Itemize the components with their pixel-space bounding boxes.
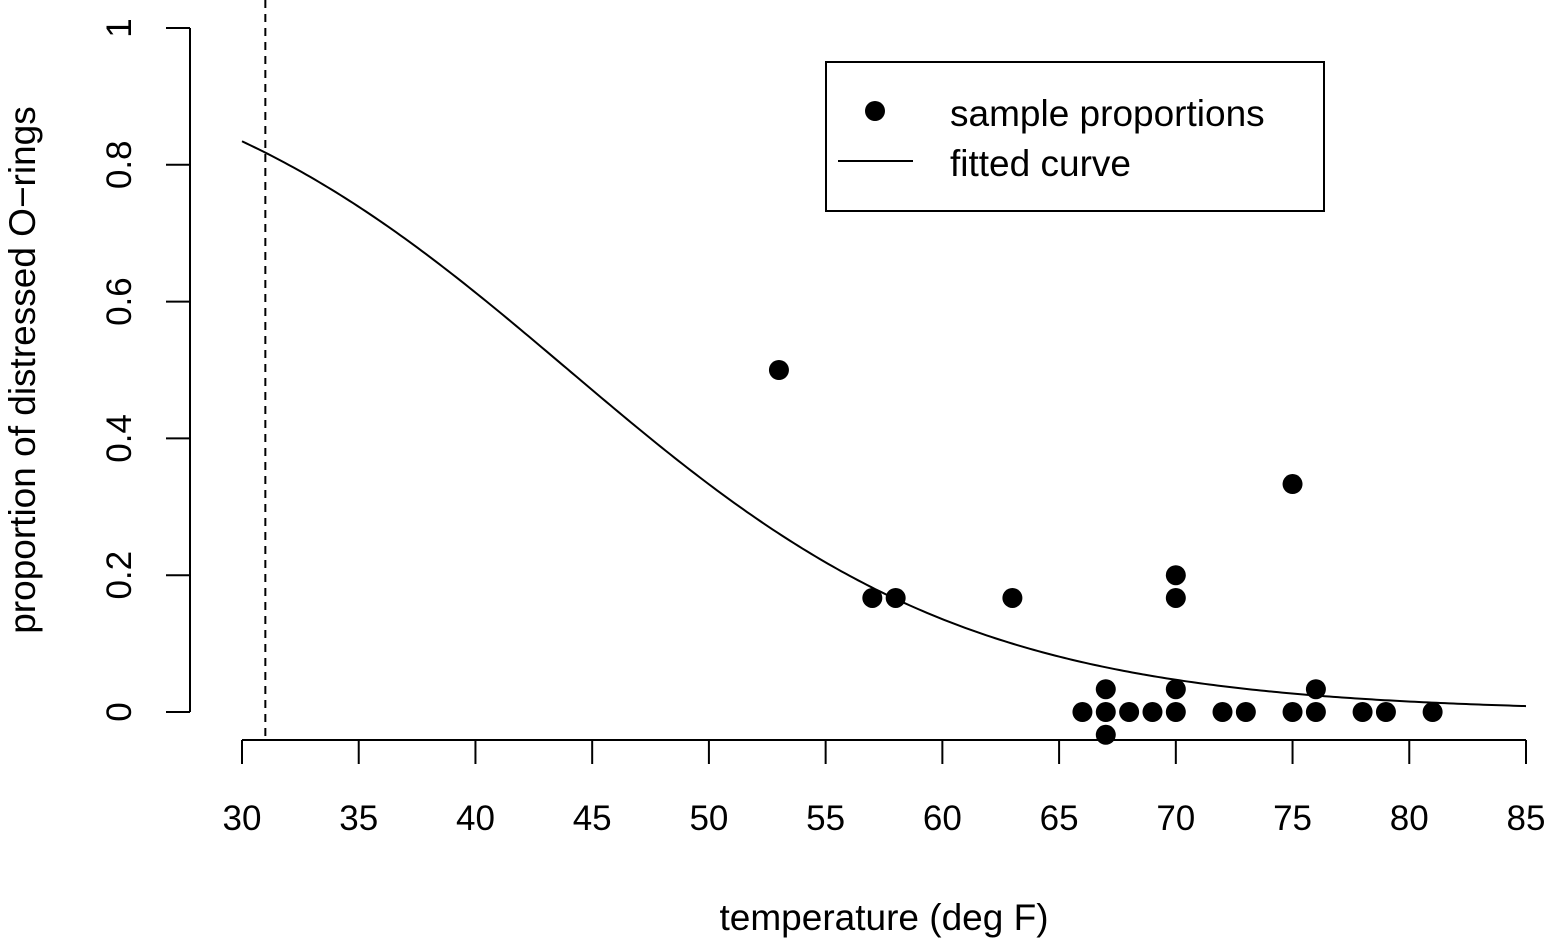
data-point [1119,702,1140,722]
x-tick-label: 60 [923,799,962,838]
x-tick-label: 35 [339,799,378,838]
x-tick-label: 30 [223,799,262,838]
y-axis-title: proportion of distressed O−rings [2,106,43,634]
x-axis: 30 35 40 45 50 55 60 65 70 75 80 85 [223,739,1546,838]
x-tick-label: 75 [1273,799,1312,838]
data-point [1235,702,1256,722]
x-tick-label: 40 [456,799,495,838]
data-point [1165,702,1186,722]
data-point [1305,679,1326,700]
data-point [1072,702,1093,722]
fitted-curve [241,140,1527,708]
data-point [1422,702,1443,722]
data-point [1305,702,1326,722]
data-point [885,587,906,608]
y-tick-label: 0.8 [100,140,139,189]
legend: sample proportions fitted curve [825,61,1325,212]
x-axis-title: temperature (deg F) [719,897,1048,938]
x-tick-label: 80 [1390,799,1429,838]
data-point [1282,474,1303,495]
y-tick-label: 0.6 [100,277,139,326]
data-point [862,587,883,608]
y-tick-label: 1 [100,18,139,37]
data-point [1095,702,1116,722]
data-point [1095,679,1116,700]
y-axis: 0 0.2 0.4 0.6 0.8 1 [100,18,191,722]
data-point [1142,702,1163,722]
x-tick-label: 65 [1040,799,1079,838]
data-point [1165,587,1186,608]
data-point [1282,702,1303,722]
legend-box [825,61,1325,212]
legend-point-symbol [865,101,885,121]
y-tick-label: 0 [100,702,139,721]
legend-label-sample-proportions: sample proportions [950,93,1265,134]
data-point [768,360,789,380]
x-tick-label: 50 [689,799,728,838]
fitted-curve-group [241,140,1527,708]
x-tick-label: 55 [806,799,845,838]
data-point [1165,565,1186,586]
data-point [1002,587,1023,608]
data-point [1212,702,1233,722]
sample-points-group [768,360,1443,745]
x-tick-label: 70 [1156,799,1195,838]
data-point [1352,702,1373,722]
data-point [1165,679,1186,700]
data-point [1095,724,1116,745]
data-point [1375,702,1396,722]
y-tick-label: 0.2 [100,551,139,600]
legend-label-fitted-curve: fitted curve [950,143,1131,184]
y-tick-label: 0.4 [100,414,139,463]
x-tick-label: 85 [1507,799,1546,838]
x-tick-label: 45 [573,799,612,838]
